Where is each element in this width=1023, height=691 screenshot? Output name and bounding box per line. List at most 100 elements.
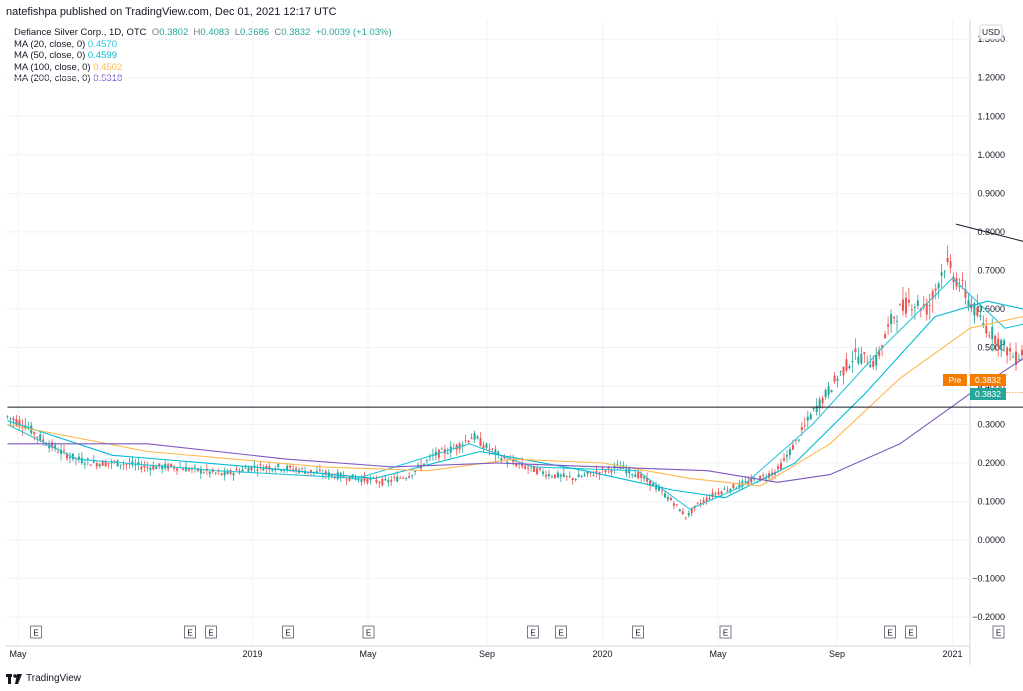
candle-body bbox=[107, 463, 110, 464]
candle-body bbox=[6, 416, 9, 417]
pre-price-tag bbox=[970, 374, 1006, 386]
candle-body bbox=[387, 480, 390, 483]
candle-body bbox=[851, 361, 854, 363]
candle-body bbox=[845, 359, 848, 371]
indicator-ma20[interactable]: MA (20, close, 0) 0.4570 bbox=[14, 38, 117, 50]
candle-body bbox=[176, 468, 179, 471]
candle-body bbox=[720, 491, 723, 495]
candle-body bbox=[155, 466, 158, 470]
candle-body bbox=[92, 460, 95, 463]
ma200-line bbox=[7, 358, 1023, 483]
candle-body bbox=[1000, 339, 1003, 350]
candle-body bbox=[146, 466, 149, 468]
candle-body bbox=[899, 304, 901, 306]
candle-body bbox=[928, 305, 931, 307]
candle-body bbox=[762, 475, 765, 477]
candle-body bbox=[446, 452, 449, 454]
candle-body bbox=[946, 257, 949, 262]
moving-averages bbox=[7, 277, 1023, 510]
candle-body bbox=[592, 474, 595, 476]
earnings-marker-label: E bbox=[723, 629, 728, 638]
candle-body bbox=[711, 492, 714, 497]
candle-body bbox=[791, 444, 794, 450]
indicator-ma100[interactable]: MA (100, close, 0) 0.4502 bbox=[14, 61, 123, 73]
resistance-trendline bbox=[955, 223, 1023, 242]
candle-body bbox=[848, 365, 851, 368]
x-tick-label: 2020 bbox=[592, 649, 612, 659]
candle-body bbox=[405, 478, 408, 479]
currency-label: USD bbox=[982, 27, 1000, 37]
candle-body bbox=[384, 479, 387, 481]
candle-body bbox=[265, 465, 268, 468]
candle-body bbox=[991, 326, 994, 340]
earnings-marker bbox=[527, 625, 539, 639]
candle-body bbox=[301, 468, 304, 470]
symbol-row[interactable]: Defiance Silver Corp., 1D, OTC O0.3802 H… bbox=[14, 27, 392, 38]
candle-body bbox=[1015, 351, 1018, 365]
pre-label: Pre bbox=[949, 376, 962, 385]
candle-body bbox=[18, 420, 21, 426]
candle-body bbox=[280, 470, 283, 471]
candle-body bbox=[610, 469, 613, 473]
close-value: 0.3832 bbox=[281, 27, 311, 38]
y-tick-label: 0.1000 bbox=[977, 497, 1005, 507]
indicator-ma200[interactable]: MA (200, close, 0) 0.5318 bbox=[14, 73, 123, 84]
candle-body bbox=[360, 478, 363, 483]
candle-body bbox=[979, 315, 982, 317]
y-tick-label: 1.0000 bbox=[977, 150, 1005, 160]
candle-body bbox=[396, 476, 399, 482]
candle-body bbox=[182, 468, 185, 471]
candle-body bbox=[15, 419, 18, 426]
candle-body bbox=[878, 349, 881, 356]
candle-body bbox=[777, 466, 780, 470]
candle-body bbox=[652, 483, 655, 487]
candle-body bbox=[39, 434, 42, 441]
candle-body bbox=[381, 478, 384, 486]
candle-body bbox=[797, 439, 800, 441]
candle-body bbox=[414, 470, 417, 472]
candle-body bbox=[345, 479, 348, 481]
candle-body bbox=[494, 449, 497, 456]
candle-body bbox=[934, 288, 937, 291]
candle-body bbox=[170, 463, 173, 467]
earnings-marker-label: E bbox=[366, 629, 371, 638]
candle-body bbox=[315, 471, 318, 474]
pre-badge bbox=[943, 374, 967, 386]
indicator-ma50[interactable]: MA (50, close, 0) 0.4599 bbox=[14, 50, 117, 61]
candle-body bbox=[964, 289, 967, 298]
candle-body bbox=[696, 502, 699, 504]
candle-body bbox=[967, 300, 970, 306]
candle-body bbox=[672, 503, 675, 506]
candle-body bbox=[988, 335, 991, 337]
earnings-marker bbox=[632, 625, 644, 639]
symbol-name[interactable]: Defiance Silver Corp., 1D, OTC bbox=[14, 27, 147, 38]
candle-body bbox=[506, 461, 509, 464]
candle-body bbox=[143, 465, 146, 468]
candle-body bbox=[262, 468, 265, 471]
earnings-marker bbox=[184, 625, 196, 639]
candle-body bbox=[744, 480, 747, 482]
tradingview-logo[interactable]: TradingView bbox=[6, 673, 81, 684]
candle-body bbox=[750, 478, 753, 483]
candle-body bbox=[565, 475, 568, 477]
candle-body bbox=[875, 355, 878, 366]
candle-body bbox=[515, 462, 518, 466]
candle-body bbox=[226, 471, 229, 475]
open-value: 0.3802 bbox=[159, 27, 189, 38]
candle-body bbox=[202, 472, 205, 474]
candle-body bbox=[9, 418, 12, 419]
candle-body bbox=[803, 424, 806, 426]
candle-body bbox=[931, 291, 934, 299]
candle-body bbox=[896, 320, 899, 322]
candle-body bbox=[782, 458, 785, 461]
candle-body bbox=[893, 316, 896, 319]
candle-body bbox=[869, 364, 872, 368]
candle-body bbox=[187, 468, 190, 471]
candle-body bbox=[411, 475, 414, 477]
candle-body bbox=[95, 463, 98, 467]
candle-body bbox=[232, 473, 235, 476]
candle-body bbox=[125, 463, 128, 465]
x-tick-label: Sep bbox=[829, 649, 845, 659]
candle-body bbox=[738, 482, 741, 487]
